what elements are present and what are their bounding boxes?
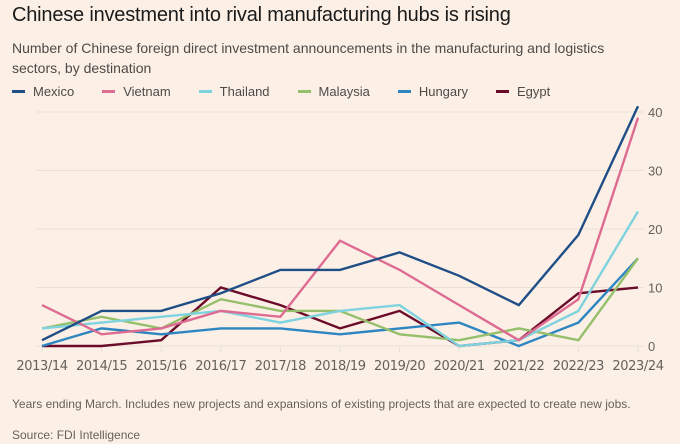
legend-label: Thailand (219, 84, 270, 99)
legend-label: Egypt (516, 84, 551, 99)
series-line-thailand (41, 210, 640, 348)
legend-swatch (495, 90, 509, 93)
legend-swatch (102, 90, 116, 93)
x-tick-label: 2017/18 (255, 359, 306, 374)
series-line-hungary (41, 257, 639, 348)
legend-item-hungary: Hungary (397, 84, 468, 99)
line-chart: 0 10 20 30 40 2013/14 2014/15 2015/16 2016/17 201… (16, 105, 664, 374)
legend-item-egypt: Egypt (495, 84, 551, 99)
legend-label: Hungary (418, 84, 468, 99)
series-line-mexico (41, 105, 640, 342)
legend-swatch (297, 90, 311, 93)
legend-swatch (198, 90, 212, 93)
x-tick-label: 2016/17 (195, 359, 246, 374)
x-tick-label: 2019/20 (374, 359, 425, 374)
y-tick-label: 0 (648, 339, 655, 354)
x-tick-label: 2023/24 (612, 359, 663, 374)
legend-item-malaysia: Malaysia (297, 84, 370, 99)
legend-item-thailand: Thailand (198, 84, 270, 99)
y-tick-label: 40 (648, 105, 662, 120)
legend: Mexico Vietnam Thailand Malaysia Hungary Egyp… (12, 84, 578, 99)
chart-title: Chinese investment into rival manufactur… (12, 4, 511, 26)
legend-item-vietnam: Vietnam (102, 84, 171, 99)
x-tick-label: 2022/23 (553, 359, 604, 374)
legend-label: Malaysia (318, 84, 370, 99)
chart-subtitle: Number of Chinese foreign direct investm… (12, 40, 605, 76)
x-tick-label: 2021/22 (493, 359, 544, 374)
series-line-egypt (42, 286, 639, 348)
series-line-vietnam (41, 117, 640, 342)
legend-swatch (12, 90, 25, 93)
x-tick-label: 2015/16 (136, 359, 187, 374)
source-note: Source: FDI Intelligence (12, 428, 141, 442)
x-tick-label: 2020/21 (434, 359, 485, 374)
footnote: Years ending March. Includes new project… (12, 397, 631, 411)
y-tick-label: 10 (648, 281, 662, 296)
x-tick-label: 2018/19 (314, 359, 365, 374)
x-tick-label: 2013/14 (16, 359, 67, 374)
legend-label: Vietnam (123, 84, 171, 99)
legend-swatch (397, 90, 411, 93)
y-tick-label: 30 (648, 164, 662, 179)
y-tick-label: 20 (648, 222, 662, 237)
x-tick-label: 2014/15 (76, 359, 127, 374)
legend-item-mexico: Mexico (12, 84, 74, 99)
legend-label: Mexico (33, 84, 75, 99)
